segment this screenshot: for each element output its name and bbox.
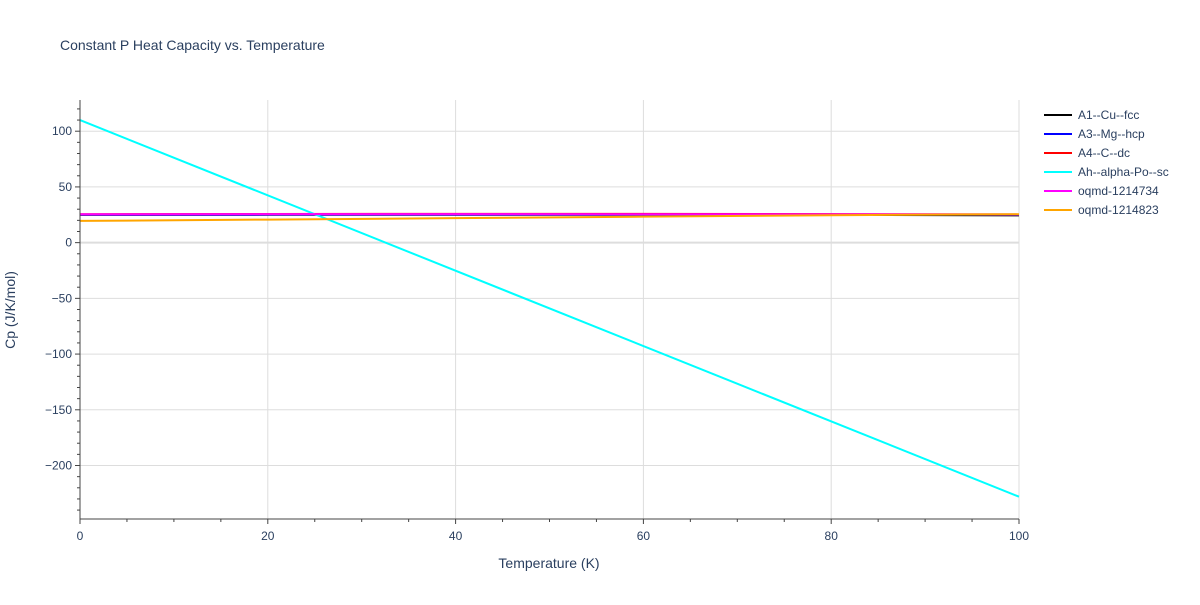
legend-label: A1--Cu--fcc: [1078, 108, 1139, 122]
series-line-3: [80, 120, 1019, 497]
x-tick-label: 20: [261, 529, 275, 543]
legend-item[interactable]: oqmd-1214823: [1044, 203, 1159, 217]
series-layer: [80, 120, 1019, 497]
y-tick-label: 0: [65, 236, 72, 250]
y-tick-label: −200: [45, 459, 72, 473]
x-tick-label: 80: [825, 529, 839, 543]
legend-item[interactable]: A3--Mg--hcp: [1044, 127, 1145, 141]
legend-item[interactable]: A4--C--dc: [1044, 146, 1130, 160]
x-tick-label: 40: [449, 529, 463, 543]
y-axis-title: Cp (J/K/mol): [2, 271, 18, 349]
y-tick-label: 50: [59, 180, 73, 194]
legend-label: oqmd-1214823: [1078, 203, 1159, 217]
chart-title: Constant P Heat Capacity vs. Temperature: [60, 37, 325, 53]
grid-layer: [80, 100, 1019, 519]
legend-label: Ah--alpha-Po--sc: [1078, 165, 1169, 179]
legend-label: A4--C--dc: [1078, 146, 1130, 160]
legend-label: oqmd-1214734: [1078, 184, 1159, 198]
legend[interactable]: A1--Cu--fcc A3--Mg--hcp A4--C--dc Ah--alpha…: [1044, 108, 1169, 217]
x-tick-label: 100: [1009, 529, 1029, 543]
x-tick-label: 60: [637, 529, 651, 543]
y-tick-label: −150: [45, 403, 72, 417]
y-tick-label: −50: [52, 291, 73, 305]
x-tick-label: 0: [77, 529, 84, 543]
legend-item[interactable]: oqmd-1214734: [1044, 184, 1159, 198]
y-tick-label: 100: [52, 124, 72, 138]
legend-item[interactable]: A1--Cu--fcc: [1044, 108, 1139, 122]
x-axis-title: Temperature (K): [498, 555, 599, 571]
axis-layer: [75, 100, 1019, 524]
legend-item[interactable]: Ah--alpha-Po--sc: [1044, 165, 1169, 179]
y-tick-label: −100: [45, 347, 72, 361]
legend-label: A3--Mg--hcp: [1078, 127, 1145, 141]
